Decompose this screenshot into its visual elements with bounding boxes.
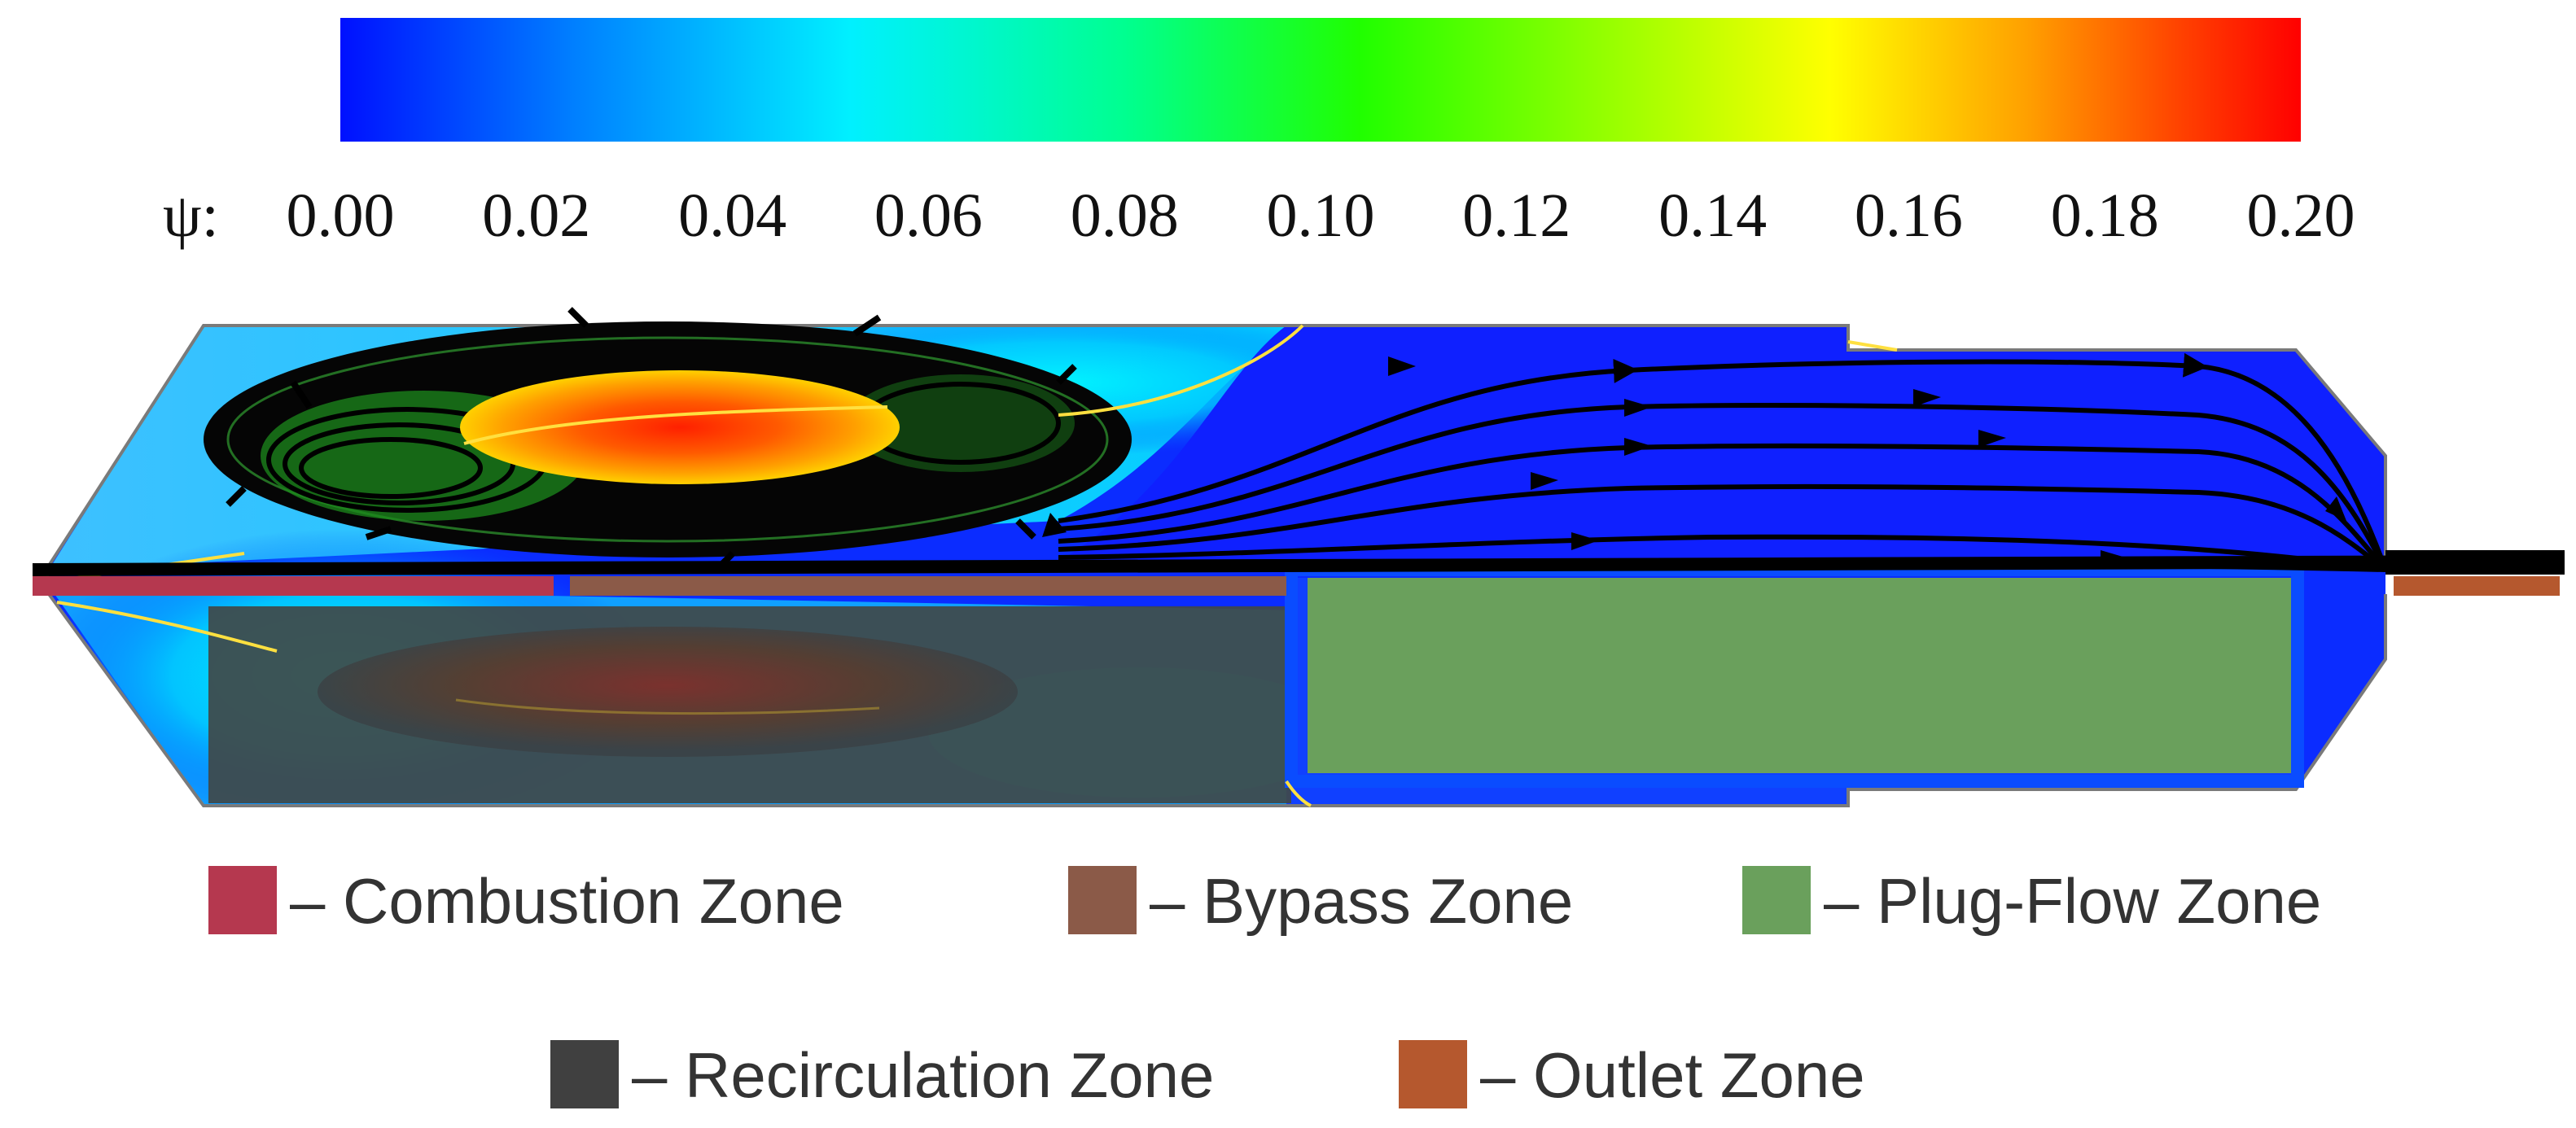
colorbar-gradient (340, 18, 2301, 142)
colorbar-tick-label: 0.06 (874, 181, 983, 250)
recirculation-vortex (204, 307, 1132, 572)
legend-swatch-bypass (1068, 866, 1137, 934)
colorbar-tick-label: 0.20 (2247, 181, 2355, 250)
combustor-outline (47, 324, 2387, 807)
zone-overlay-recirculation (208, 606, 1291, 803)
zone-strip-bypass (570, 576, 1286, 596)
colorbar-tick-label: 0.14 (1658, 181, 1767, 250)
colorbar-tick-label: 0.08 (1071, 181, 1179, 250)
legend: – Combustion Zone – Bypass Zone – Plug-F… (208, 865, 2321, 1111)
zone-strip-outlet (2394, 576, 2560, 596)
legend-swatch-recirculation (550, 1040, 619, 1108)
colorbar-tick-label: 0.04 (678, 181, 786, 250)
colorbar-tick-label: 0.18 (2051, 181, 2159, 250)
zone-overlay-plug-flow (1308, 578, 2291, 773)
colorbar-ticks: 0.00 0.02 0.04 0.06 0.08 0.10 0.12 0.14 0.16 0.18… (287, 181, 2355, 250)
legend-label-plug-flow: – Plug-Flow Zone (1824, 865, 2321, 937)
colorbar-tick-label: 0.16 (1855, 181, 1963, 250)
colorbar-variable-label: ψ: (163, 181, 219, 250)
zone-strip-combustion (33, 576, 554, 596)
streamline-arrows (1042, 356, 2346, 568)
colorbar-tick-label: 0.00 (287, 181, 395, 250)
legend-label-bypass: – Bypass Zone (1150, 865, 1573, 937)
legend-label-recirculation: – Recirculation Zone (632, 1039, 1214, 1111)
colorbar-tick-label: 0.02 (482, 181, 590, 250)
legend-label-combustion: – Combustion Zone (290, 865, 844, 937)
legend-swatch-plug-flow (1742, 866, 1811, 934)
colorbar-tick-label: 0.10 (1267, 181, 1375, 250)
legend-swatch-combustion (208, 866, 277, 934)
recirculation-core (460, 370, 900, 484)
colorbar-tick-label: 0.12 (1462, 181, 1571, 250)
legend-swatch-outlet (1399, 1040, 1467, 1108)
outlet-pipe (2385, 550, 2565, 575)
legend-label-outlet: – Outlet Zone (1480, 1039, 1865, 1111)
